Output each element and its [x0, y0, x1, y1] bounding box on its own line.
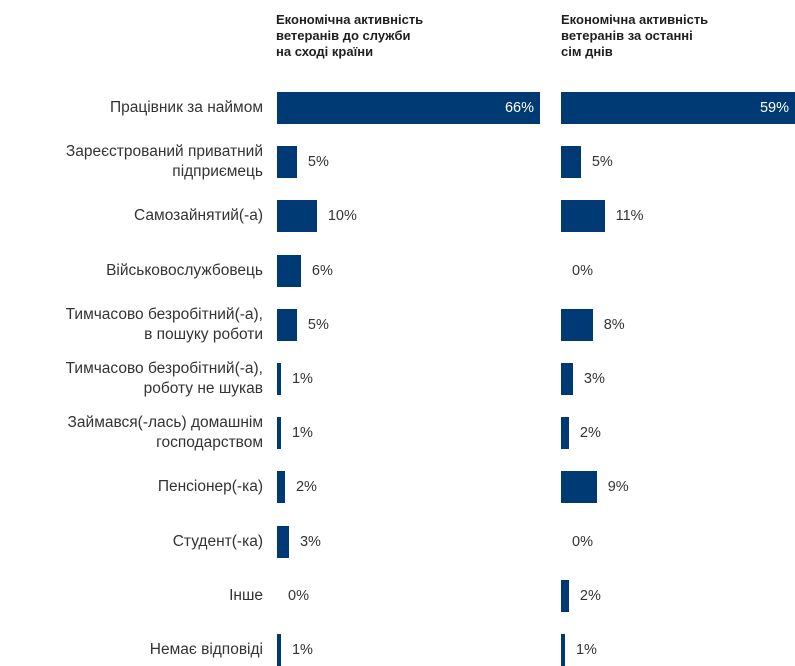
category-label: Тимчасово безробітний(-а), роботу не шука…	[1, 359, 263, 399]
series-title-last-seven-days: Економічна активність ветеранів за остан…	[561, 12, 761, 60]
data-label: 5%	[308, 315, 329, 335]
data-label: 5%	[592, 152, 613, 172]
category-label-line: підприємець	[1, 162, 263, 182]
bar	[561, 200, 605, 232]
category-label: Студент(-ка)	[1, 532, 263, 552]
category-label-line: господарством	[1, 433, 263, 453]
category-label: Інше	[1, 586, 263, 606]
bar	[561, 363, 573, 395]
data-label: 5%	[308, 152, 329, 172]
data-label: 66%	[480, 98, 534, 118]
data-label: 8%	[604, 315, 625, 335]
data-label: 1%	[292, 640, 313, 660]
data-label: 9%	[608, 477, 629, 497]
bar	[277, 526, 289, 558]
bar	[277, 309, 297, 341]
data-label: 1%	[292, 369, 313, 389]
data-label: 2%	[296, 477, 317, 497]
category-label-line: роботу не шукав	[1, 379, 263, 399]
category-label-line: Інше	[1, 586, 263, 606]
data-label: 0%	[572, 261, 593, 281]
data-label: 2%	[580, 586, 601, 606]
category-label-line: Зареєстрований приватний	[1, 142, 263, 162]
category-label-line: Тимчасово безробітний(-а),	[1, 359, 263, 379]
category-label-line: Займався(-лась) домашнім	[1, 413, 263, 433]
data-label: 59%	[735, 98, 789, 118]
bar	[277, 200, 317, 232]
category-label-line: в пошуку роботи	[1, 325, 263, 345]
bar	[561, 634, 565, 666]
category-label-line: Студент(-ка)	[1, 532, 263, 552]
bar	[277, 471, 285, 503]
data-label: 1%	[292, 423, 313, 443]
bar	[561, 417, 569, 449]
category-label-line: Немає відповіді	[1, 640, 263, 660]
bar	[277, 146, 297, 178]
bar	[561, 146, 581, 178]
data-label: 0%	[572, 532, 593, 552]
category-label-line: Тимчасово безробітний(-а),	[1, 305, 263, 325]
category-label: Немає відповіді	[1, 640, 263, 660]
data-label: 2%	[580, 423, 601, 443]
category-label: Займався(-лась) домашнім господарством	[1, 413, 263, 453]
bar	[277, 634, 281, 666]
data-label: 3%	[300, 532, 321, 552]
category-label-line: Військовослужбовець	[1, 261, 263, 281]
data-label: 10%	[328, 206, 357, 226]
data-label: 1%	[576, 640, 597, 660]
data-label: 6%	[312, 261, 333, 281]
data-label: 11%	[616, 206, 644, 226]
series-title-before-service: Економічна активність ветеранів до служб…	[276, 12, 476, 60]
category-label: Тимчасово безробітний(-а), в пошуку робот…	[1, 305, 263, 345]
category-label-line: Працівник за наймом	[1, 98, 263, 118]
bar	[277, 417, 281, 449]
category-label: Самозайнятий(-а)	[1, 206, 263, 226]
data-label: 3%	[584, 369, 605, 389]
bar	[561, 471, 597, 503]
category-label: Зареєстрований приватний підприємець	[1, 142, 263, 182]
bar	[277, 255, 301, 287]
category-label-line: Самозайнятий(-а)	[1, 206, 263, 226]
category-label: Працівник за наймом	[1, 98, 263, 118]
category-label: Пенсіонер(-ка)	[1, 477, 263, 497]
category-label-line: Пенсіонер(-ка)	[1, 477, 263, 497]
category-label: Військовослужбовець	[1, 261, 263, 281]
bar	[561, 580, 569, 612]
bar	[561, 309, 593, 341]
bar	[277, 363, 281, 395]
data-label: 0%	[288, 586, 309, 606]
